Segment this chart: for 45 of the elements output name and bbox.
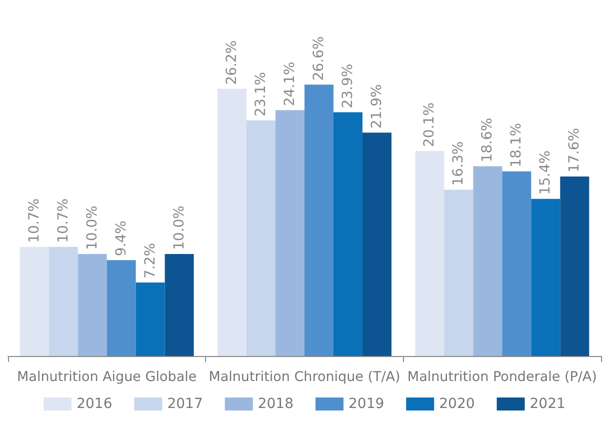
bar — [106, 260, 136, 356]
bar — [164, 254, 194, 356]
legend-label: 2021 — [530, 396, 566, 412]
bar — [502, 171, 532, 356]
data-label: 21.9% — [368, 84, 385, 129]
x-tick-label: Malnutrition Chronique (T/A) — [208, 369, 400, 385]
bar — [78, 254, 107, 356]
data-label: 17.6% — [566, 128, 583, 172]
data-label: 23.9% — [340, 64, 356, 108]
legend-label: 2016 — [76, 396, 112, 412]
data-label: 24.1% — [282, 62, 298, 106]
legend-label: 2018 — [258, 396, 294, 412]
data-label: 9.4% — [113, 220, 130, 256]
bar — [444, 190, 474, 356]
data-label: 18.1% — [508, 122, 525, 168]
bar — [276, 110, 304, 356]
data-label: 23.1% — [253, 72, 270, 116]
legend-label: 2019 — [348, 396, 384, 412]
bar — [136, 282, 165, 356]
x-tick-label: Malnutrition Aigue Globale — [17, 369, 197, 385]
data-label: 20.1% — [422, 102, 438, 147]
data-label: 10.7% — [55, 198, 72, 243]
data-label: 10.7% — [26, 198, 42, 243]
bar — [362, 132, 392, 356]
x-tick-label: Malnutrition Ponderale (P/A) — [407, 369, 597, 385]
data-label: 10.0% — [84, 206, 100, 250]
bar — [246, 120, 276, 356]
data-label: 18.6% — [480, 118, 496, 162]
data-label: 7.2% — [142, 242, 158, 279]
bar — [20, 246, 49, 356]
bar — [333, 112, 362, 356]
bar — [415, 150, 444, 356]
bar — [531, 198, 560, 356]
bar — [48, 246, 78, 356]
legend-label: 2020 — [439, 396, 475, 412]
bar — [560, 176, 590, 356]
bar — [218, 88, 247, 356]
data-label: 26.2% — [224, 40, 240, 85]
bar — [473, 166, 502, 356]
data-label: 15.4% — [538, 150, 554, 195]
legend-label: 2017 — [167, 396, 203, 412]
data-label: 10.0% — [171, 206, 188, 250]
data-label: 26.6% — [310, 36, 327, 81]
data-label: 16.3% — [450, 141, 467, 186]
bar — [304, 84, 334, 356]
